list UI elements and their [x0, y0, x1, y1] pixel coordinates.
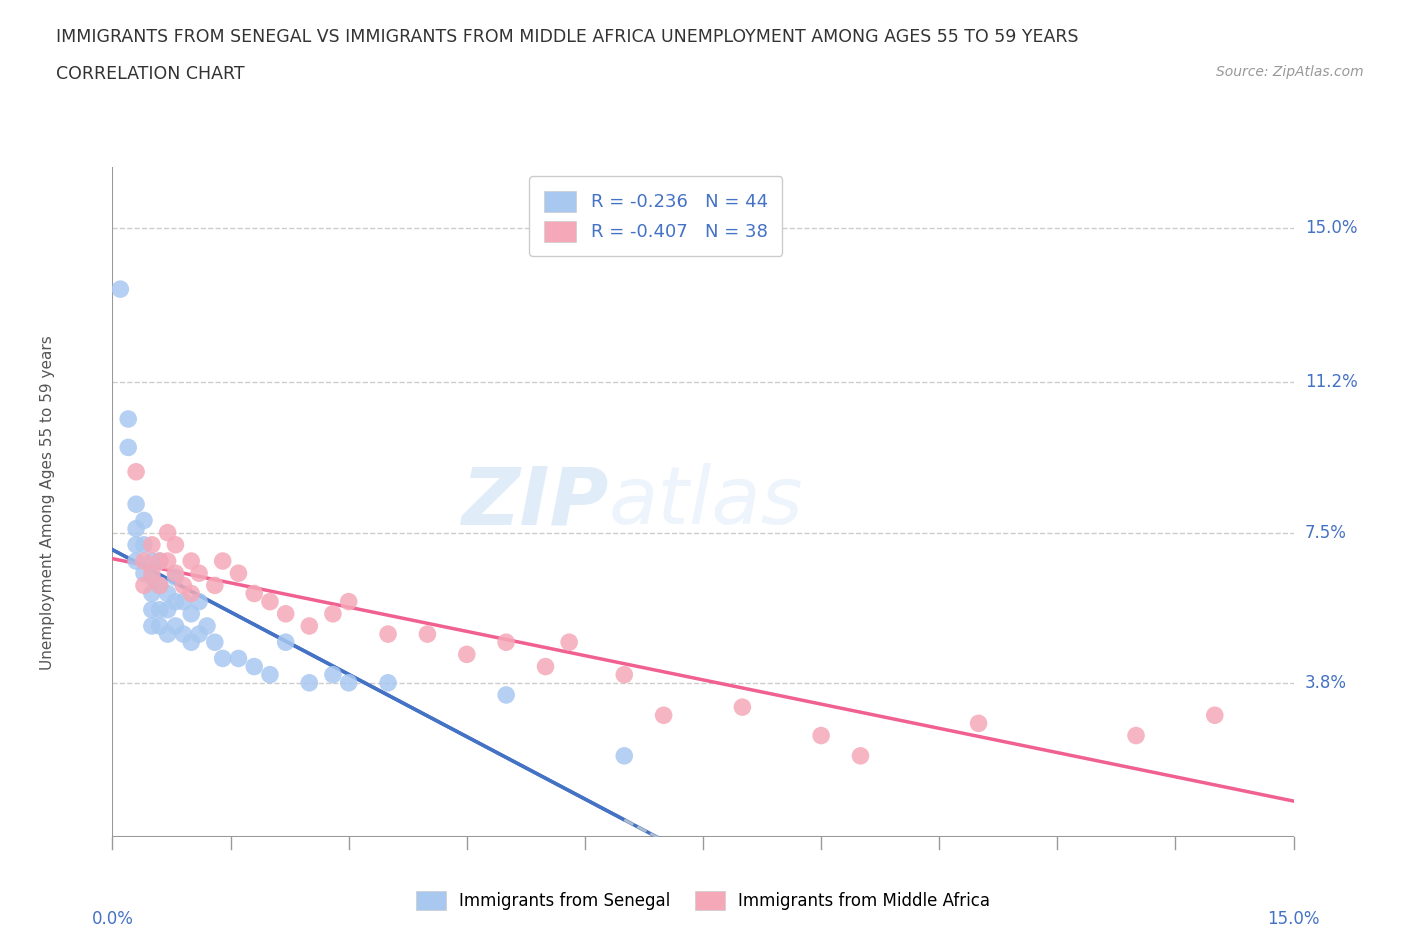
Point	[141, 586, 163, 601]
Point	[165, 570, 187, 585]
Point	[849, 749, 872, 764]
Point	[558, 635, 581, 650]
Point	[117, 440, 139, 455]
Point	[1204, 708, 1226, 723]
Point	[298, 618, 321, 633]
Point	[180, 606, 202, 621]
Point	[188, 627, 211, 642]
Point	[141, 618, 163, 633]
Point	[149, 618, 172, 633]
Point	[141, 603, 163, 618]
Point	[456, 647, 478, 662]
Point	[132, 538, 155, 552]
Point	[141, 553, 163, 568]
Point	[165, 565, 187, 580]
Point	[211, 553, 233, 568]
Point	[156, 525, 179, 540]
Point	[172, 627, 194, 642]
Point	[132, 553, 155, 568]
Point	[259, 594, 281, 609]
Point	[274, 635, 297, 650]
Point	[228, 565, 250, 580]
Point	[416, 627, 439, 642]
Point	[613, 749, 636, 764]
Point	[149, 553, 172, 568]
Point	[731, 699, 754, 714]
Point	[211, 651, 233, 666]
Point	[156, 553, 179, 568]
Text: atlas: atlas	[609, 463, 803, 541]
Point	[298, 675, 321, 690]
Text: 7.5%: 7.5%	[1305, 524, 1347, 541]
Point	[180, 553, 202, 568]
Text: Source: ZipAtlas.com: Source: ZipAtlas.com	[1216, 65, 1364, 79]
Point	[195, 618, 218, 633]
Text: 0.0%: 0.0%	[91, 910, 134, 928]
Text: ZIP: ZIP	[461, 463, 609, 541]
Point	[377, 627, 399, 642]
Point	[125, 464, 148, 479]
Point	[172, 594, 194, 609]
Legend: Immigrants from Senegal, Immigrants from Middle Africa: Immigrants from Senegal, Immigrants from…	[409, 884, 997, 917]
Text: IMMIGRANTS FROM SENEGAL VS IMMIGRANTS FROM MIDDLE AFRICA UNEMPLOYMENT AMONG AGES: IMMIGRANTS FROM SENEGAL VS IMMIGRANTS FR…	[56, 28, 1078, 46]
Legend: R = -0.236   N = 44, R = -0.407   N = 38: R = -0.236 N = 44, R = -0.407 N = 38	[529, 177, 782, 256]
Point	[652, 708, 675, 723]
Point	[125, 538, 148, 552]
Point	[172, 578, 194, 592]
Point	[149, 553, 172, 568]
Point	[125, 497, 148, 512]
Point	[322, 606, 344, 621]
Point	[243, 659, 266, 674]
Text: Unemployment Among Ages 55 to 59 years: Unemployment Among Ages 55 to 59 years	[39, 335, 55, 670]
Point	[204, 635, 226, 650]
Point	[274, 606, 297, 621]
Point	[132, 513, 155, 528]
Point	[125, 553, 148, 568]
Point	[810, 728, 832, 743]
Point	[337, 594, 360, 609]
Point	[534, 659, 557, 674]
Point	[495, 687, 517, 702]
Point	[149, 578, 172, 592]
Point	[259, 667, 281, 682]
Point	[188, 565, 211, 580]
Point	[204, 578, 226, 592]
Text: 15.0%: 15.0%	[1305, 219, 1357, 237]
Point	[243, 586, 266, 601]
Point	[613, 667, 636, 682]
Point	[156, 627, 179, 642]
Point	[228, 651, 250, 666]
Point	[1125, 728, 1147, 743]
Text: 3.8%: 3.8%	[1305, 674, 1347, 692]
Point	[141, 565, 163, 580]
Point	[165, 594, 187, 609]
Point	[180, 635, 202, 650]
Point	[337, 675, 360, 690]
Point	[180, 586, 202, 601]
Point	[141, 538, 163, 552]
Point	[110, 282, 132, 297]
Point	[322, 667, 344, 682]
Point	[967, 716, 990, 731]
Point	[165, 538, 187, 552]
Text: 15.0%: 15.0%	[1267, 910, 1320, 928]
Point	[156, 586, 179, 601]
Point	[188, 594, 211, 609]
Point	[141, 570, 163, 585]
Point	[132, 565, 155, 580]
Point	[156, 603, 179, 618]
Point	[125, 521, 148, 536]
Point	[149, 603, 172, 618]
Point	[117, 412, 139, 427]
Point	[149, 578, 172, 592]
Point	[165, 618, 187, 633]
Point	[377, 675, 399, 690]
Text: CORRELATION CHART: CORRELATION CHART	[56, 65, 245, 83]
Point	[495, 635, 517, 650]
Point	[132, 578, 155, 592]
Text: 11.2%: 11.2%	[1305, 374, 1357, 392]
